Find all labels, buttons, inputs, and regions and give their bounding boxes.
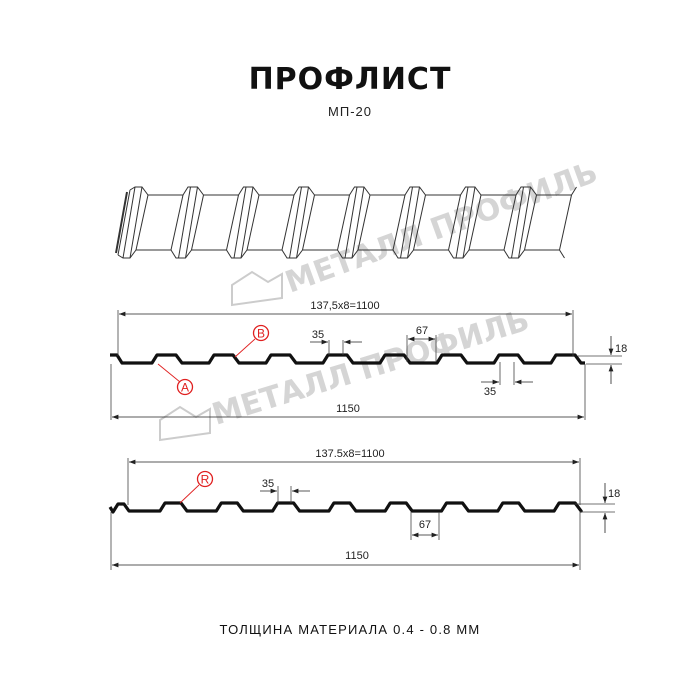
height-label: 18 xyxy=(608,488,620,500)
sheet-3d-line xyxy=(117,249,565,259)
sheet-3d-line xyxy=(524,194,537,251)
sheet-3d-line xyxy=(518,186,531,259)
watermark-text: МЕТАЛЛ ПРОФИЛЬ xyxy=(281,155,603,301)
sheet-3d-line xyxy=(289,186,302,259)
sheet-3d-line xyxy=(185,186,198,259)
profile-a-line xyxy=(110,353,585,365)
sheet-3d-line xyxy=(191,194,204,251)
sheet-3d-line xyxy=(135,194,149,251)
sheet-3d-line xyxy=(468,194,482,251)
pitch-label: 137,5x8=1100 xyxy=(310,300,379,312)
material-thickness-note: ТОЛЩИНА МАТЕРИАЛА 0.4 - 0.8 ММ xyxy=(219,622,481,637)
watermark-middle: МЕТАЛЛ ПРОФИЛЬ xyxy=(159,303,533,442)
height-label: 18 xyxy=(615,343,627,355)
sheet-3d-line xyxy=(413,194,426,251)
sheet-3d-line xyxy=(129,186,143,259)
sheet-3d-line xyxy=(233,186,247,259)
gap-width-label: 67 xyxy=(419,519,431,531)
profile-r-line xyxy=(108,501,583,514)
gap-width-label: 67 xyxy=(416,325,428,337)
sheet-3d-line xyxy=(226,194,239,251)
sheet-3d-line xyxy=(246,194,260,251)
sheet-3d-line xyxy=(511,186,524,259)
sheet-3d-line xyxy=(117,189,131,256)
profile-r: 137.5x8=1100 1150 35 67 18 R xyxy=(108,448,620,570)
sheet-3d-line xyxy=(178,186,191,259)
sheet-3d-line xyxy=(240,186,254,259)
sheet-3d-line xyxy=(400,186,413,259)
sheet-3d-line xyxy=(448,194,461,251)
marker-r: R xyxy=(201,473,210,487)
crest-width-label: 35 xyxy=(312,329,324,341)
sheet-3d-line xyxy=(129,186,577,196)
page-title: ПРОФЛИСТ xyxy=(248,62,452,97)
sheet-3d-line xyxy=(122,186,136,259)
sheet-3d-line xyxy=(455,186,469,259)
sheet-3d-line xyxy=(559,194,572,251)
sheet-3d-line xyxy=(115,191,128,254)
sheet-3d-view xyxy=(115,186,577,259)
sheet-3d-line xyxy=(503,194,517,251)
sheet-3d-line xyxy=(351,186,365,259)
sheet-3d-line xyxy=(357,194,371,251)
marker-b: B xyxy=(257,327,265,341)
pitch-label: 137.5x8=1100 xyxy=(315,448,384,460)
page-subtitle: МП-20 xyxy=(328,104,372,119)
sheet-3d-line xyxy=(296,186,309,259)
total-label: 1150 xyxy=(336,403,360,415)
total-label: 1150 xyxy=(345,550,369,562)
marker-a: A xyxy=(181,381,189,395)
sheet-3d-line xyxy=(170,194,184,251)
sheet-3d-line xyxy=(407,186,420,259)
sheet-3d-line xyxy=(392,194,406,251)
sheet-3d-line xyxy=(337,194,350,251)
sheet-3d-line xyxy=(462,186,476,259)
crest-width-label: 35 xyxy=(262,478,274,490)
watermark-top: МЕТАЛЛ ПРОФИЛЬ xyxy=(231,155,603,307)
watermark-text: МЕТАЛЛ ПРОФИЛЬ xyxy=(208,303,533,433)
sheet-3d-line xyxy=(302,194,315,251)
profile-a: 137,5x8=1100 1150 35 67 35 18 A B xyxy=(110,300,627,420)
sheet-3d-line xyxy=(344,186,358,259)
bottom-width-label: 35 xyxy=(484,386,496,398)
sheet-3d-line xyxy=(281,194,295,251)
